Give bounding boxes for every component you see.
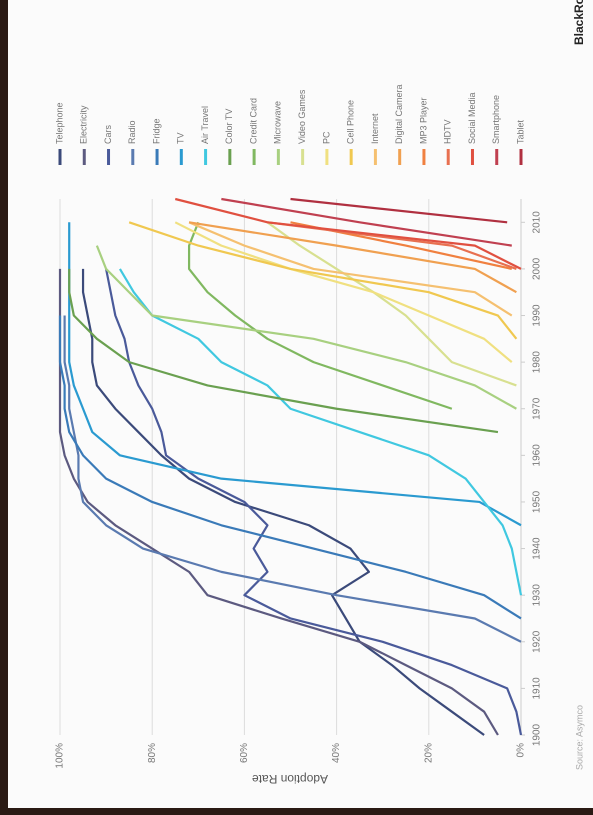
axis-title: Adoption Rate: [252, 772, 328, 786]
x-tick-label: 1990: [532, 304, 543, 327]
series-line: [187, 221, 453, 410]
series-line: [58, 315, 522, 620]
x-tick-label: 1960: [532, 444, 543, 467]
photo-card: [8, 0, 593, 808]
x-tick-label: 1950: [532, 490, 543, 513]
legend-label: Microwave: [273, 101, 283, 144]
legend-label: Video Games: [297, 89, 307, 144]
x-tick-label: 2000: [532, 257, 543, 280]
series-line: [221, 197, 512, 247]
legend-label: PC: [321, 131, 331, 144]
y-tick-label: 20%: [423, 743, 434, 763]
series-line: [105, 268, 523, 736]
legend-label: Telephone: [54, 102, 64, 144]
legend-label: Fridge: [151, 118, 161, 144]
series-line: [63, 315, 522, 643]
legend-label: Radio: [127, 120, 137, 144]
legend-label: Social Media: [467, 92, 477, 144]
series-line: [118, 268, 523, 596]
brand-logo: BlackRock: [572, 0, 586, 45]
series-line: [95, 245, 517, 410]
y-tick-label: 80%: [147, 743, 158, 763]
series-line: [68, 268, 499, 434]
y-tick-label: 0%: [516, 743, 527, 758]
legend-label: Digital Camera: [394, 84, 404, 144]
legend-label: TV: [176, 132, 186, 144]
series-line: [174, 197, 522, 270]
legend-label: Color TV: [224, 109, 234, 144]
source-note: Source: Asymco: [574, 705, 584, 770]
rotated-chart: Adoption Rate Source: Asymco BlackRock 0…: [54, 0, 586, 786]
legend-label: Air Travel: [200, 106, 210, 144]
x-tick-label: 2010: [532, 211, 543, 234]
legend-label: HDTV: [443, 120, 453, 145]
legend-label: MP3 Player: [418, 97, 428, 144]
y-tick-label: 40%: [331, 743, 342, 763]
legend-label: Smartphone: [491, 95, 501, 144]
series-line: [174, 221, 513, 363]
y-tick-label: 60%: [239, 743, 250, 763]
series-line: [266, 221, 517, 387]
series-line: [290, 197, 508, 224]
y-tick-label: 100%: [55, 743, 66, 769]
x-tick-label: 1930: [532, 584, 543, 607]
series-line: [128, 221, 518, 340]
x-tick-label: 1900: [532, 723, 543, 746]
x-tick-label: 1940: [532, 537, 543, 560]
legend-label: Tablet: [515, 119, 525, 144]
x-tick-label: 1920: [532, 630, 543, 653]
x-tick-label: 1910: [532, 677, 543, 700]
legend-label: Credit Card: [248, 98, 258, 144]
series-line: [188, 221, 517, 294]
legend-label: Cell Phone: [346, 100, 356, 144]
series-line: [188, 221, 513, 317]
x-tick-label: 1980: [532, 351, 543, 374]
legend-label: Electricity: [79, 105, 89, 144]
x-tick-label: 1970: [532, 397, 543, 420]
series-line: [81, 268, 485, 736]
legend-label: Cars: [103, 124, 113, 144]
legend-label: Internet: [370, 113, 380, 144]
